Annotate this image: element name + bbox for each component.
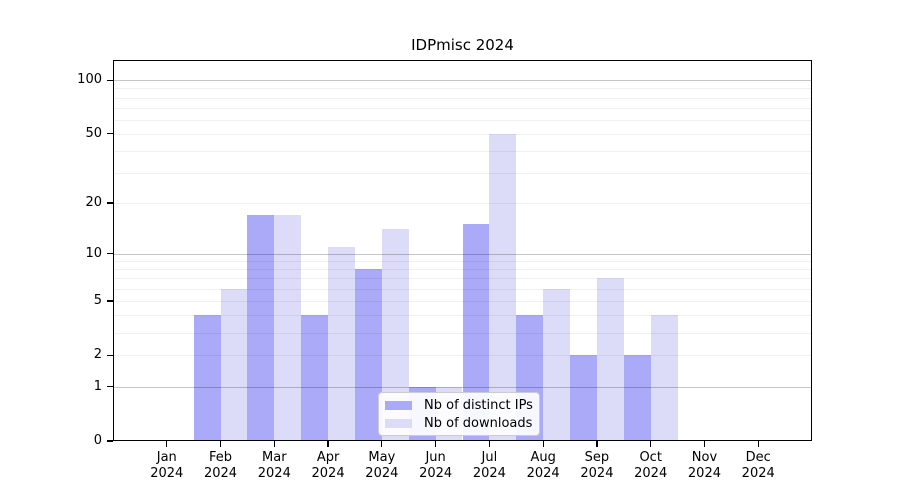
x-axis-tick	[596, 441, 598, 447]
gridline-minor	[113, 107, 812, 109]
x-axis-tick	[327, 441, 329, 447]
x-axis-label-line: 2024	[311, 466, 345, 481]
bar-downloads	[220, 288, 248, 441]
x-axis-tick	[166, 441, 168, 447]
x-axis-tick-label: May 2024	[365, 450, 398, 482]
legend-swatch-downloads	[385, 418, 412, 428]
x-axis-label-line: Jun	[425, 450, 446, 465]
x-axis-tick	[703, 441, 706, 447]
x-axis-label-line: 2024	[580, 466, 614, 481]
bar-distinct-ips	[301, 315, 329, 441]
legend-label: Nb of distinct IPs	[424, 397, 533, 413]
legend-swatch-distinct-ips	[385, 400, 412, 410]
bar-downloads	[650, 315, 678, 441]
x-axis-tick	[219, 441, 222, 447]
x-axis-label-line: Aug	[530, 450, 556, 465]
bar-downloads	[274, 215, 302, 441]
y-axis-tick-label: 50	[85, 125, 102, 141]
gridline-minor	[113, 88, 812, 90]
bar-downloads	[543, 288, 571, 441]
x-axis-tick-label: Oct 2024	[634, 450, 667, 482]
bar-distinct-ips	[623, 355, 651, 441]
x-axis-tick-label: Aug 2024	[527, 450, 560, 482]
x-axis-label-line: May	[368, 450, 396, 465]
x-axis-tick-label: Nov 2024	[688, 450, 721, 482]
y-axis-tick-label: 2	[93, 347, 102, 363]
x-axis-label-line: 2024	[741, 466, 775, 481]
legend-row: Nb of distinct IPs	[385, 397, 533, 413]
x-axis-label-line: 2024	[203, 466, 238, 481]
bar-downloads	[596, 278, 624, 441]
x-axis-label-line: 2024	[526, 466, 560, 481]
y-axis-tick-label: 0	[93, 433, 102, 448]
x-axis-tick	[488, 441, 490, 447]
x-axis-label-line: Dec	[745, 450, 771, 465]
y-axis-tick	[107, 440, 113, 442]
x-axis-label-line: Jul	[481, 450, 498, 465]
x-axis-label-line: Mar	[262, 450, 287, 465]
x-axis-label-line: 2024	[419, 466, 453, 481]
x-axis-label-line: 2024	[365, 466, 399, 481]
legend-label: Nb of downloads	[424, 415, 533, 431]
x-axis-tick-label: Apr 2024	[312, 450, 345, 482]
y-axis-tick	[107, 202, 113, 204]
x-axis-label-line: 2024	[472, 466, 506, 481]
legend: Nb of distinct IPs Nb of downloads	[378, 392, 540, 436]
x-axis-label-line: Jan	[156, 450, 177, 465]
y-axis-tick-label: 100	[77, 72, 102, 88]
y-axis-tick	[107, 253, 113, 255]
y-axis-tick-label: 10	[85, 245, 102, 261]
legend-row: Nb of downloads	[385, 415, 533, 431]
bar-distinct-ips	[570, 355, 597, 441]
y-axis-tick	[107, 79, 113, 81]
x-axis-tick-label: Jun 2024	[419, 450, 452, 482]
x-axis-label-line: Sep	[584, 450, 610, 465]
bar-distinct-ips	[354, 269, 382, 441]
y-axis-tick	[107, 354, 113, 356]
x-axis-label-line: 2024	[257, 466, 291, 481]
gridline-minor	[113, 133, 812, 135]
x-axis-tick	[542, 441, 544, 447]
bar-downloads	[489, 133, 517, 441]
y-axis-tick-label: 1	[93, 378, 102, 394]
gridline-minor	[113, 172, 812, 174]
gridline-minor	[113, 150, 812, 152]
y-axis-tick	[107, 133, 113, 135]
y-axis-tick-label: 20	[85, 195, 102, 211]
x-axis-tick	[435, 441, 437, 447]
x-axis-label-line: Apr	[316, 450, 340, 465]
x-axis-label-line: Feb	[209, 450, 233, 465]
y-axis-tick	[107, 300, 113, 302]
x-axis-tick-label: Jul 2024	[473, 450, 506, 482]
x-axis-label-line: 2024	[634, 466, 668, 481]
x-axis-tick	[650, 441, 652, 447]
x-axis-label-line: 2024	[150, 466, 184, 481]
x-axis-label-line: 2024	[687, 466, 721, 481]
x-axis-tick-label: Mar 2024	[258, 450, 291, 482]
y-axis-tick-label: 5	[93, 292, 102, 308]
x-axis-tick-label: Sep 2024	[580, 450, 613, 482]
x-axis-label-line: Nov	[691, 450, 718, 465]
bar-distinct-ips	[193, 315, 221, 441]
x-axis-label-line: Oct	[639, 450, 662, 465]
x-axis-tick-label: Jan 2024	[150, 450, 183, 482]
x-axis-tick-label: Dec 2024	[742, 450, 775, 482]
bar-distinct-ips	[247, 215, 275, 441]
x-axis-tick	[757, 441, 759, 447]
y-axis-tick	[107, 386, 113, 388]
x-axis-tick	[273, 441, 275, 447]
x-axis-tick-label: Feb 2024	[204, 450, 237, 482]
x-axis-tick	[381, 441, 383, 447]
gridline-minor	[113, 203, 812, 205]
gridline-major	[113, 80, 812, 82]
bar-downloads	[328, 246, 355, 441]
gridline-minor	[113, 119, 812, 121]
gridline-minor	[113, 97, 812, 99]
chart-title: IDPmisc 2024	[411, 36, 514, 54]
